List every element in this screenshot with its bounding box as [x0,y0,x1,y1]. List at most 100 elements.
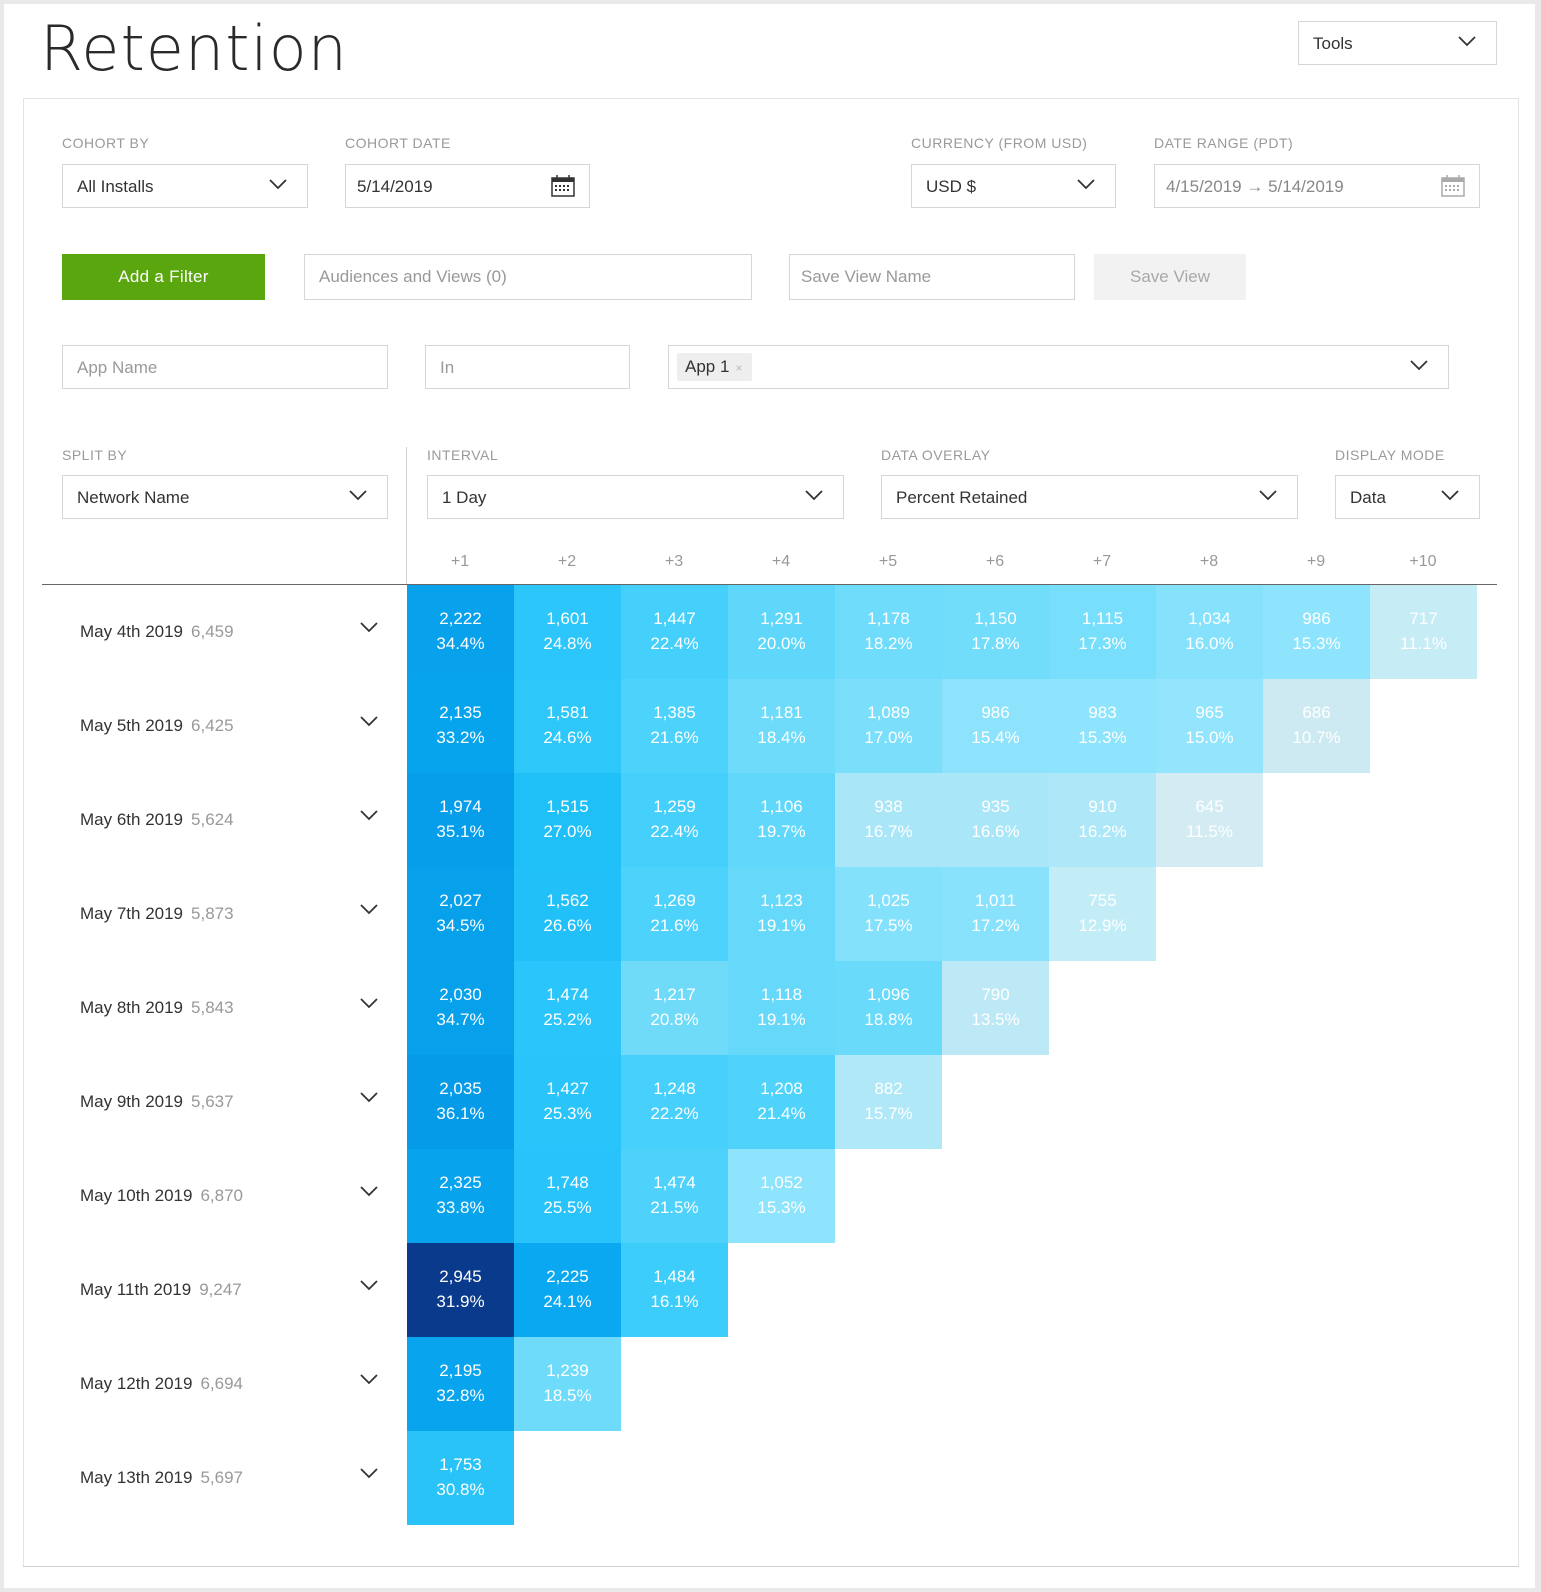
retention-cell[interactable]: 1,974 35.1% [407,773,514,867]
audiences-views-select[interactable]: Audiences and Views (0) [304,254,752,300]
add-filter-button[interactable]: Add a Filter [62,254,265,300]
retention-cell[interactable]: 965 15.0% [1156,679,1263,773]
expand-chevron-icon[interactable] [360,1466,378,1480]
save-view-button[interactable]: Save View [1094,254,1246,300]
retained-percent: 12.9% [1078,916,1127,935]
retention-cell[interactable]: 2,195 32.8% [407,1337,514,1431]
expand-chevron-icon[interactable] [360,1278,378,1292]
retention-cell[interactable]: 2,027 34.5% [407,867,514,961]
retention-cell[interactable]: 1,089 17.0% [835,679,942,773]
retained-percent: 25.3% [543,1104,592,1123]
cohort-row-label: May 6th 2019 5,624 [80,810,234,830]
cohort-row-label: May 8th 2019 5,843 [80,998,234,1018]
tools-dropdown[interactable]: Tools [1298,21,1497,65]
calendar-icon[interactable] [1441,175,1465,197]
app-values-select[interactable]: App 1 × [668,345,1449,389]
retention-cell[interactable]: 1,025 17.5% [835,867,942,961]
cohort-date-input[interactable]: 5/14/2019 [345,164,590,208]
retention-cell[interactable]: 1,562 26.6% [514,867,621,961]
expand-chevron-icon[interactable] [360,620,378,634]
retained-users: 1,748 [546,1173,589,1192]
currency-select[interactable]: USD $ [911,164,1116,208]
retention-cell[interactable]: 983 15.3% [1049,679,1156,773]
retention-cell[interactable]: 1,484 16.1% [621,1243,728,1337]
retention-cell[interactable]: 1,118 19.1% [728,961,835,1055]
retention-cell[interactable]: 1,474 25.2% [514,961,621,1055]
retention-cell[interactable]: 1,248 22.2% [621,1055,728,1149]
retention-cell[interactable]: 686 10.7% [1263,679,1370,773]
retention-cell[interactable]: 717 11.1% [1370,585,1477,679]
display-mode-select[interactable]: Data [1335,475,1480,519]
expand-chevron-icon[interactable] [360,902,378,916]
expand-chevron-icon[interactable] [360,1090,378,1104]
retention-cell[interactable]: 2,945 31.9% [407,1243,514,1337]
retention-cell[interactable]: 1,178 18.2% [835,585,942,679]
retention-cell[interactable]: 1,096 18.8% [835,961,942,1055]
retention-cell[interactable]: 2,325 33.8% [407,1149,514,1243]
retention-cell[interactable]: 1,291 20.0% [728,585,835,679]
expand-chevron-icon[interactable] [360,1184,378,1198]
operator-select[interactable]: In [425,345,630,389]
retention-cell[interactable]: 1,515 27.0% [514,773,621,867]
retention-cell[interactable]: 938 16.7% [835,773,942,867]
retained-percent: 21.4% [757,1104,806,1123]
retention-cell[interactable]: 1,269 21.6% [621,867,728,961]
cohort-date: May 12th 2019 [80,1374,193,1393]
retention-cell[interactable]: 1,123 19.1% [728,867,835,961]
split-by-select[interactable]: Network Name [62,475,388,519]
retention-cell[interactable]: 1,106 19.7% [728,773,835,867]
retention-cell[interactable]: 790 13.5% [942,961,1049,1055]
remove-tag-icon[interactable]: × [735,361,743,375]
retained-percent: 22.4% [650,634,699,653]
app-name-field-select[interactable]: App Name [62,345,388,389]
retention-cell[interactable]: 1,181 18.4% [728,679,835,773]
retention-cell[interactable]: 2,035 36.1% [407,1055,514,1149]
cohort-size: 6,694 [200,1374,244,1393]
retention-cell[interactable]: 1,208 21.4% [728,1055,835,1149]
retention-cell[interactable]: 1,447 22.4% [621,585,728,679]
calendar-icon[interactable] [551,175,575,197]
retained-percent: 33.2% [436,728,485,747]
retained-users: 1,096 [867,985,910,1004]
retention-cell[interactable]: 1,011 17.2% [942,867,1049,961]
retention-cell[interactable]: 1,034 16.0% [1156,585,1263,679]
retention-cell[interactable]: 755 12.9% [1049,867,1156,961]
retention-cell[interactable]: 1,385 21.6% [621,679,728,773]
retained-users: 1,034 [1188,609,1231,628]
interval-select[interactable]: 1 Day [427,475,844,519]
retention-cell[interactable]: 882 15.7% [835,1055,942,1149]
retention-cell[interactable]: 1,601 24.8% [514,585,621,679]
save-view-name-input[interactable]: Save View Name [789,254,1075,300]
expand-chevron-icon[interactable] [360,1372,378,1386]
date-range-value: 4/15/2019 → 5/14/2019 [1166,177,1344,196]
retention-cell[interactable]: 2,030 34.7% [407,961,514,1055]
retention-cell[interactable]: 2,222 34.4% [407,585,514,679]
retention-cell[interactable]: 2,135 33.2% [407,679,514,773]
retention-cell[interactable]: 1,748 25.5% [514,1149,621,1243]
retained-users: 686 [1302,703,1331,722]
retention-cell[interactable]: 1,427 25.3% [514,1055,621,1149]
retention-cell[interactable]: 1,581 24.6% [514,679,621,773]
retention-cell[interactable]: 1,239 18.5% [514,1337,621,1431]
retention-cell[interactable]: 1,259 22.4% [621,773,728,867]
retention-cell[interactable]: 1,217 20.8% [621,961,728,1055]
retained-users: 1,385 [653,703,696,722]
retention-cell[interactable]: 1,052 15.3% [728,1149,835,1243]
retention-cell[interactable]: 935 16.6% [942,773,1049,867]
expand-chevron-icon[interactable] [360,996,378,1010]
cohort-by-select[interactable]: All Installs [62,164,308,208]
expand-chevron-icon[interactable] [360,714,378,728]
save-view-name-placeholder: Save View Name [801,267,932,286]
retention-cell[interactable]: 986 15.3% [1263,585,1370,679]
retention-cell[interactable]: 2,225 24.1% [514,1243,621,1337]
retention-cell[interactable]: 645 11.5% [1156,773,1263,867]
date-range-input[interactable]: 4/15/2019 → 5/14/2019 [1154,164,1480,208]
data-overlay-select[interactable]: Percent Retained [881,475,1298,519]
retention-cell[interactable]: 1,753 30.8% [407,1431,514,1525]
retention-cell[interactable]: 986 15.4% [942,679,1049,773]
retention-cell[interactable]: 1,150 17.8% [942,585,1049,679]
retention-cell[interactable]: 910 16.2% [1049,773,1156,867]
expand-chevron-icon[interactable] [360,808,378,822]
retention-cell[interactable]: 1,474 21.5% [621,1149,728,1243]
retention-cell[interactable]: 1,115 17.3% [1049,585,1156,679]
